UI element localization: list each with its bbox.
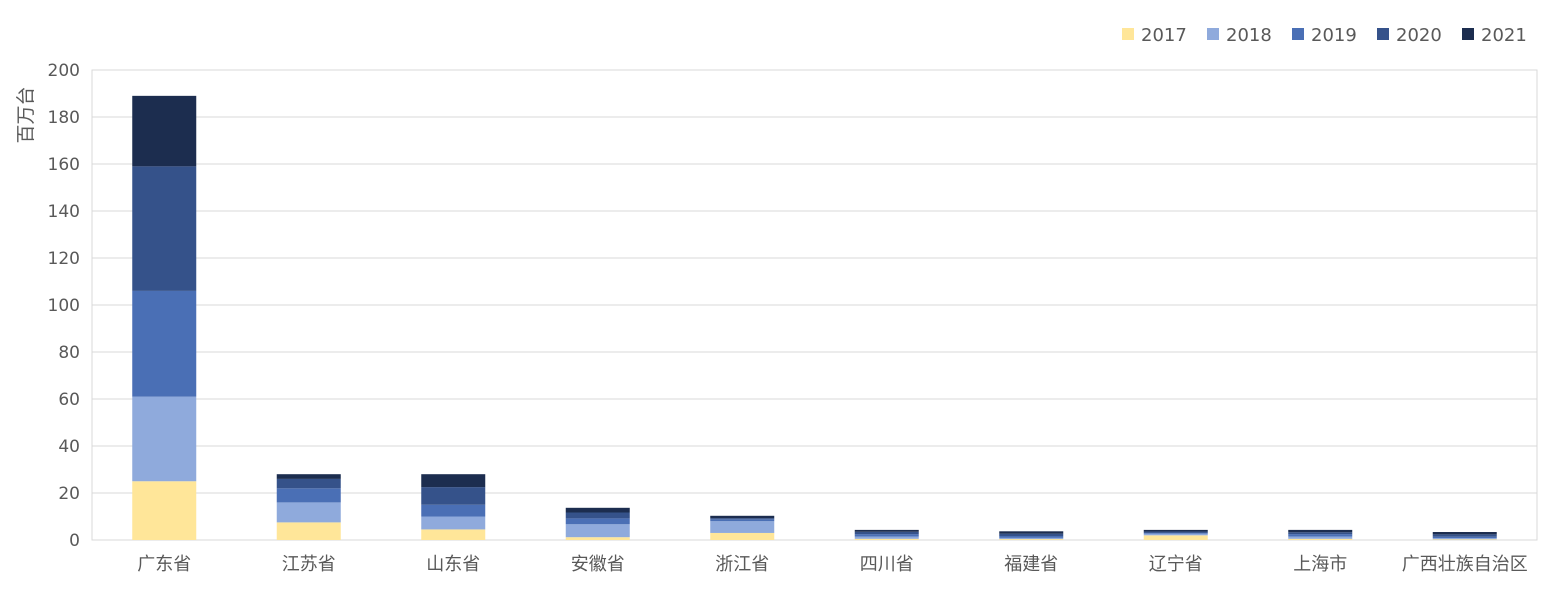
legend-label: 2017 (1141, 25, 1187, 46)
bar-segment (276, 522, 341, 540)
bar-segment (1288, 532, 1353, 535)
bar-segment (1143, 531, 1208, 533)
bar-segment (1143, 533, 1208, 536)
bar-segment (854, 531, 919, 535)
y-tick-label: 100 (48, 296, 80, 316)
bar-segment (854, 536, 919, 539)
bar-segment (1143, 532, 1208, 534)
bar-segment (710, 532, 775, 540)
legend: 2017 2018 2019 2020 2021 (1122, 25, 1527, 46)
bar-segment (1288, 529, 1353, 533)
x-tick-label: 上海市 (1293, 554, 1347, 575)
legend-swatch (1292, 28, 1304, 40)
legend-swatch (1377, 28, 1389, 40)
bar-segment (1288, 538, 1353, 540)
x-tick-label: 浙江省 (715, 554, 769, 575)
y-tick-labels: 0 20 40 60 80 100 120 140 160 180 200 (48, 61, 80, 551)
bar-segment (1432, 536, 1497, 539)
y-tick-label: 160 (48, 155, 80, 175)
bar-segment (1288, 536, 1353, 539)
y-axis-label: 百万台 (15, 86, 37, 143)
bar-segment (710, 521, 775, 533)
bar-segment (1432, 534, 1497, 537)
legend-label: 2019 (1311, 25, 1357, 46)
bar-segment (565, 507, 630, 513)
bar-segment (421, 504, 486, 517)
y-tick-label: 20 (58, 484, 80, 504)
bar-segment (132, 290, 197, 397)
y-tick-label: 60 (58, 390, 80, 410)
bar-segment (132, 481, 197, 540)
bar-segment (565, 512, 630, 519)
bar-segment (276, 502, 341, 523)
bar-segment (1432, 538, 1497, 540)
x-tick-label: 广东省 (137, 554, 191, 575)
bar-segment (710, 518, 775, 520)
bar-segment (276, 478, 341, 489)
x-tick-labels: 广东省 江苏省 山东省 安徽省 浙江省 四川省 福建省 辽宁省 上海市 广西壮族自治区 (137, 554, 1528, 575)
bar-segment (854, 529, 919, 532)
y-tick-label: 140 (48, 202, 80, 222)
x-tick-label: 辽宁省 (1149, 554, 1203, 575)
legend-label: 2018 (1226, 25, 1272, 46)
bar-segment (999, 536, 1064, 538)
bar-segment (1432, 532, 1497, 535)
bar-segment (565, 537, 630, 540)
bar-segment (565, 518, 630, 525)
y-tick-label: 80 (58, 343, 80, 363)
bar-segment (1432, 539, 1497, 540)
x-tick-label: 四川省 (860, 554, 914, 575)
bar-segment (276, 474, 341, 479)
x-tick-label: 山东省 (426, 554, 480, 575)
x-tick-label: 安徽省 (571, 554, 625, 575)
bar-segment (999, 531, 1064, 534)
bar-segment (1288, 534, 1353, 537)
bars (132, 95, 1497, 540)
legend-label: 2021 (1481, 25, 1527, 46)
bar-segment (710, 519, 775, 522)
bar-segment (854, 538, 919, 540)
y-tick-label: 180 (48, 108, 80, 128)
bar-segment (1143, 529, 1208, 532)
bar-segment (421, 529, 486, 540)
bar-segment (276, 488, 341, 503)
legend-swatch (1122, 28, 1134, 40)
bar-segment (132, 95, 197, 167)
y-tick-label: 40 (58, 437, 80, 457)
y-tick-label: 0 (69, 531, 80, 551)
gridlines (91, 69, 1538, 541)
y-tick-label: 120 (48, 249, 80, 269)
legend-label: 2020 (1396, 25, 1442, 46)
bar-segment (565, 524, 630, 538)
bar-segment (132, 396, 197, 482)
bar-segment (421, 474, 486, 488)
bar-segment (999, 539, 1064, 540)
x-tick-label: 广西壮族自治区 (1402, 554, 1528, 575)
x-tick-label: 福建省 (1004, 554, 1058, 575)
bar-segment (999, 537, 1064, 540)
bar-segment (1143, 535, 1208, 540)
bar-segment (421, 516, 486, 530)
y-tick-label: 200 (48, 61, 80, 81)
bar-segment (999, 533, 1064, 537)
legend-swatch (1462, 28, 1474, 40)
bar-segment (421, 487, 486, 505)
x-tick-label: 江苏省 (282, 554, 336, 575)
bar-segment (710, 515, 775, 519)
bar-segment (132, 166, 197, 291)
legend-swatch (1207, 28, 1219, 40)
bar-segment (854, 534, 919, 537)
